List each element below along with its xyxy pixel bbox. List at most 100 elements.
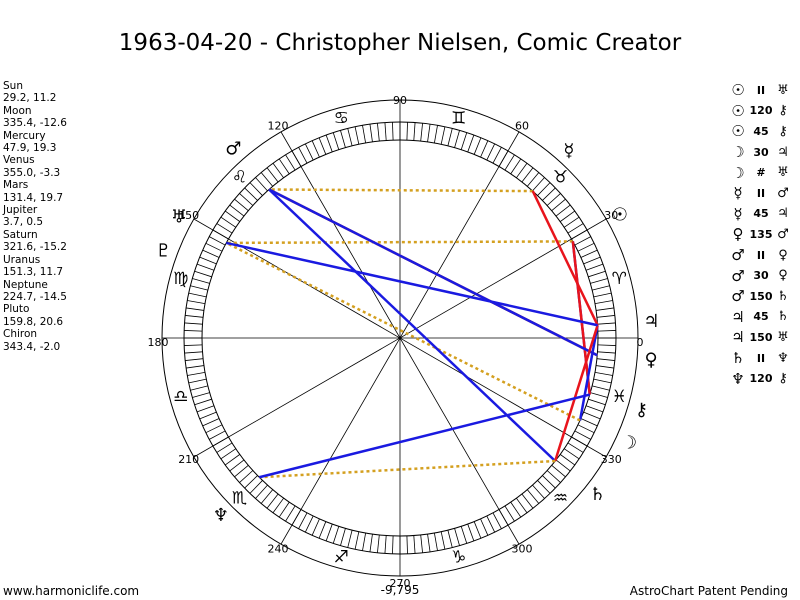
degree-ticks xyxy=(184,122,616,554)
degree-tick xyxy=(190,285,208,291)
degree-tick xyxy=(285,505,296,522)
aspect-row: ♂ 30 ♀ xyxy=(728,265,798,286)
degree-tick xyxy=(362,125,367,144)
planet-glyph-chiron: ⚷ xyxy=(635,399,648,420)
aspect-row: ☽ # ♅ xyxy=(728,162,798,183)
degree-tick xyxy=(590,392,608,398)
aspect-line xyxy=(268,188,557,462)
degree-tick xyxy=(467,523,475,542)
degree-tick xyxy=(216,442,233,453)
degree-tick xyxy=(255,484,268,499)
degree-tick xyxy=(521,167,534,183)
degree-tick xyxy=(542,187,556,201)
aspect-row: ♃ 45 ♄ xyxy=(728,307,798,328)
degree-tick xyxy=(318,137,327,155)
degree-tick xyxy=(190,385,208,391)
degree-tick xyxy=(249,480,263,494)
degree-tick xyxy=(526,489,540,504)
aspect-row: ♂ 150 ♄ xyxy=(728,286,798,307)
degree-tick xyxy=(440,531,446,550)
aspect-planet-1: ☿ xyxy=(733,204,743,223)
degree-tick xyxy=(392,122,394,141)
degree-tick xyxy=(440,126,446,145)
degree-tick xyxy=(220,448,237,460)
degree-label-0: 0 xyxy=(637,336,644,349)
degree-tick xyxy=(580,249,598,258)
aspect-planet-1: ☉ xyxy=(731,101,745,120)
degree-tick xyxy=(205,424,223,434)
planet-name: Venus xyxy=(3,154,35,167)
degree-tick xyxy=(467,134,475,153)
degree-tick xyxy=(202,249,220,258)
degree-tick xyxy=(551,198,566,212)
degree-tick xyxy=(384,535,387,554)
aspect-row: ☽ 30 ♃ xyxy=(728,142,798,163)
degree-tick xyxy=(266,167,279,183)
degree-tick xyxy=(574,430,591,440)
degree-tick xyxy=(486,515,496,533)
degree-tick xyxy=(239,193,254,206)
degree-tick xyxy=(597,351,616,354)
degree-tick xyxy=(186,307,204,311)
planet-name: Neptune xyxy=(3,278,48,291)
degree-label-60: 60 xyxy=(515,120,529,133)
aspect-line xyxy=(553,324,599,462)
aspect-planet-1: ☉ xyxy=(731,122,745,141)
degree-tick xyxy=(427,534,431,552)
planet-name: Mars xyxy=(3,179,29,192)
aspect-line xyxy=(268,188,598,357)
degree-tick xyxy=(311,518,320,536)
degree-tick xyxy=(555,459,571,472)
degree-tick xyxy=(209,430,226,440)
degree-tick xyxy=(406,122,408,141)
aspect-row: ☉ II ♅ xyxy=(728,80,798,101)
degree-tick xyxy=(551,464,566,478)
degree-tick xyxy=(559,210,575,222)
degree-tick xyxy=(202,418,220,427)
degree-tick xyxy=(510,158,522,175)
degree-tick xyxy=(546,193,561,206)
degree-tick xyxy=(532,484,545,499)
degree-tick xyxy=(577,242,595,252)
degree-tick xyxy=(184,330,203,332)
aspect-line xyxy=(226,241,598,327)
planet-position: 29.2, 11.2 xyxy=(3,92,57,105)
zodiac-signs: ♈ ♉ ♊ ♋ ♌ ♍ ♎ ♏ ♐ ♑ ♒ ♓ xyxy=(173,109,627,568)
degree-tick xyxy=(597,344,616,346)
planet-position: 224.7, -14.5 xyxy=(3,290,67,303)
aspect-row: ☉ 120 ⚷ xyxy=(728,101,798,122)
degree-tick xyxy=(537,182,551,196)
degree-tick xyxy=(563,448,580,460)
aspect-planet-2: ♄ xyxy=(777,309,789,325)
aspect-symbol: 45 xyxy=(753,310,769,324)
degree-tick xyxy=(184,351,203,354)
zodiac-sign-11: ♓ xyxy=(612,387,627,407)
degree-tick xyxy=(420,123,423,142)
degree-tick xyxy=(596,358,615,361)
degree-tick xyxy=(260,172,274,187)
aspect-line xyxy=(269,188,533,193)
aspect-planet-2: ♃ xyxy=(777,206,789,222)
zodiac-sign-7: ♏ xyxy=(232,489,247,509)
degree-tick xyxy=(559,454,575,466)
zodiac-sign-2: ♊ xyxy=(451,109,466,129)
planet-glyph-saturn: ♄ xyxy=(589,484,605,505)
degree-tick xyxy=(593,292,612,298)
aspect-planet-1: ♂ xyxy=(731,246,745,265)
patent-footer: AstroChart Patent Pending xyxy=(629,584,788,598)
degree-tick xyxy=(220,216,237,228)
degree-tick xyxy=(377,123,380,142)
planet-position-list: Sun 29.2, 11.2 Moon 335.4, -12.6 Mercury 47.9… xyxy=(3,80,67,353)
planet-glyphs: ☉ ☽ ☿ ♀ ♂ ♃ ♄ ♅ ♆ ♇ ⚷ xyxy=(155,138,659,525)
planet-position: 131.4, 19.7 xyxy=(3,191,64,204)
planet-glyph-pluto: ♇ xyxy=(155,240,171,261)
aspect-planet-2: ♅ xyxy=(777,329,789,345)
degree-label-180: 180 xyxy=(148,336,169,349)
aspect-symbol: 120 xyxy=(749,372,773,386)
degree-tick xyxy=(583,256,601,265)
degree-tick xyxy=(194,398,212,406)
degree-tick xyxy=(188,378,207,384)
aspect-planet-2: ♆ xyxy=(777,350,789,366)
aspect-row: ☉ 45 ⚷ xyxy=(728,121,798,142)
